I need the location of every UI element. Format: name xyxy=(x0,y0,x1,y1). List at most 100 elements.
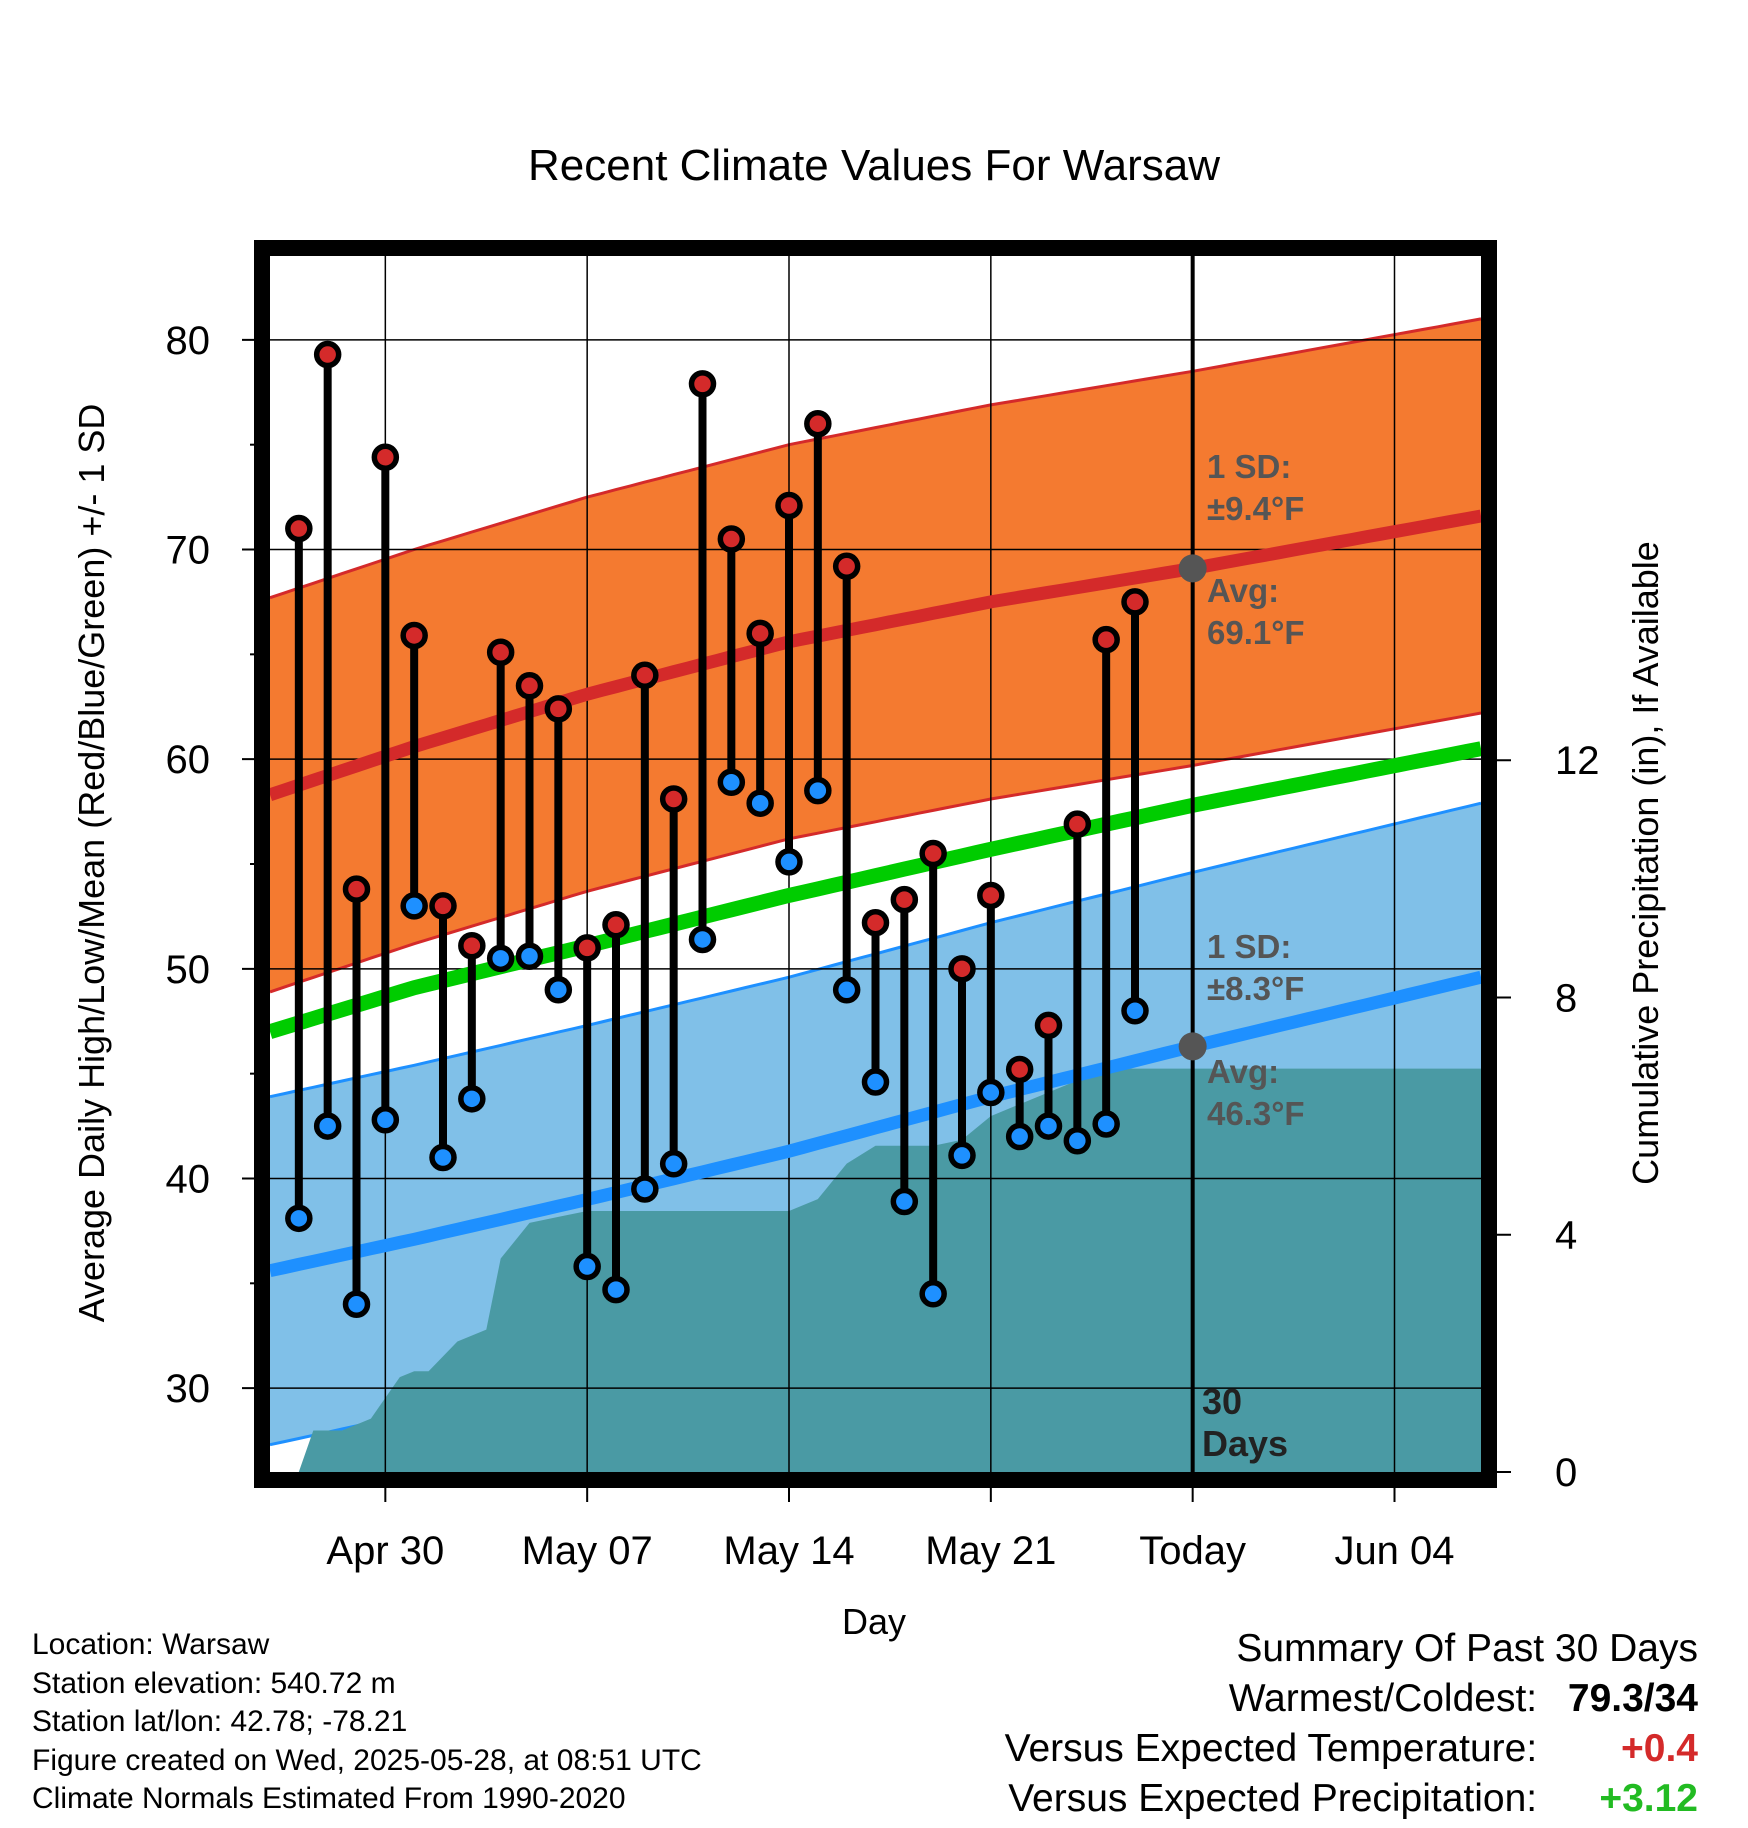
daily-high-marker xyxy=(631,661,659,690)
daily-high-marker xyxy=(544,695,573,723)
daily-low-marker xyxy=(285,1204,313,1233)
y2-tick-label: 4 xyxy=(1555,1214,1577,1258)
plot-area xyxy=(262,248,1489,1480)
y-axis-label: Average Daily High/Low/Mean (Red/Blue/Gr… xyxy=(71,404,112,1323)
days-unit-label: Days xyxy=(1202,1423,1288,1464)
daily-low-marker xyxy=(804,776,832,805)
daily-high-marker xyxy=(429,892,457,920)
normal-high-line xyxy=(267,509,1483,801)
daily-high-marker xyxy=(1063,810,1092,838)
temp-anomaly-label: Versus Expected Temperature: xyxy=(1004,1727,1538,1770)
daily-low-marker xyxy=(919,1280,947,1308)
station-info: Location: Warsaw Station elevation: 540.… xyxy=(32,1626,702,1819)
daily-high-marker xyxy=(832,552,861,581)
high-sd-label: 1 SD: xyxy=(1207,448,1291,485)
high-sd-value: ±9.4°F xyxy=(1207,490,1304,527)
daily-low-marker xyxy=(515,942,544,970)
precip-anomaly-value: +3.12 xyxy=(1599,1777,1698,1820)
daily-low-marker xyxy=(948,1141,976,1170)
daily-high-marker xyxy=(458,932,486,960)
today-low-avg-marker xyxy=(1178,1032,1207,1061)
elevation-text: Station elevation: 540.72 m xyxy=(32,1666,396,1700)
daily-low-marker xyxy=(1121,997,1149,1025)
daily-high-marker xyxy=(400,621,428,650)
daily-low-marker xyxy=(717,768,746,796)
daily-low-marker xyxy=(400,892,428,920)
daily-high-marker xyxy=(688,370,717,398)
daily-high-marker xyxy=(1121,588,1149,616)
high-avg-value: 69.1°F xyxy=(1207,614,1305,651)
daily-high-marker xyxy=(1005,1055,1034,1084)
warm-cold-value: 79.3/34 xyxy=(1567,1677,1698,1720)
daily-low-marker xyxy=(977,1078,1005,1107)
y-tick-label: 70 xyxy=(166,529,211,573)
daily-high-marker xyxy=(919,839,947,868)
daily-high-marker xyxy=(804,409,832,438)
daily-high-marker xyxy=(1092,625,1120,654)
low-avg-value: 46.3°F xyxy=(1207,1095,1305,1132)
daily-low-marker xyxy=(342,1290,371,1319)
y2-tick-label: 8 xyxy=(1555,976,1577,1020)
precip-anomaly-label: Versus Expected Precipitation: xyxy=(1008,1777,1538,1820)
x-tick-label: May 14 xyxy=(723,1529,854,1573)
precipitation-area xyxy=(298,1068,1481,1472)
high-sd-band-fill xyxy=(270,318,1481,992)
y-axis-left: 30 40 50 60 70 80 xyxy=(166,319,262,1411)
location-text: Location: Warsaw xyxy=(32,1628,270,1661)
daily-high-marker xyxy=(948,955,976,983)
daily-low-marker xyxy=(313,1112,342,1140)
x-tick-label: May 21 xyxy=(925,1529,1056,1573)
daily-low-marker xyxy=(486,944,515,973)
daily-low-marker xyxy=(371,1106,400,1134)
x-axis: Apr 30 May 07 May 14 May 21 Today Jun 04 xyxy=(326,1480,1455,1573)
y-tick-label: 60 xyxy=(166,738,211,782)
summary-title: Summary Of Past 30 Days xyxy=(1236,1627,1698,1670)
summary-panel: Summary Of Past 30 Days Warmest/Coldest:… xyxy=(1005,1624,1698,1824)
daily-low-marker xyxy=(429,1143,457,1172)
today-high-avg-marker xyxy=(1178,554,1207,583)
high-sd-band-lower-edge xyxy=(269,711,1482,994)
daily-low-marker xyxy=(659,1150,688,1178)
x-tick-label: Jun 04 xyxy=(1334,1529,1454,1573)
warm-cold-row: Warmest/Coldest: 79.3/34 xyxy=(1005,1674,1698,1724)
daily-high-marker xyxy=(486,638,515,666)
daily-low-marker xyxy=(832,976,861,1004)
today-line-layer xyxy=(1178,248,1207,1480)
latlon-text: Station lat/lon: 42.78; -78.21 xyxy=(32,1705,408,1738)
daily-high-marker xyxy=(717,525,746,553)
daily-high-marker xyxy=(890,885,919,914)
daily-low-marker xyxy=(890,1187,919,1216)
daily-low-marker xyxy=(1034,1112,1063,1140)
daily-high-marker xyxy=(515,672,544,700)
y-tick-label: 40 xyxy=(166,1157,211,1201)
daily-high-marker xyxy=(861,908,890,937)
daily-low-marker xyxy=(573,1252,601,1281)
daily-high-marker xyxy=(371,443,400,472)
daily-high-marker xyxy=(285,514,313,543)
daily-markers xyxy=(285,340,1149,1319)
y-axis-right: 0 4 8 12 xyxy=(1489,739,1600,1495)
daily-high-marker xyxy=(342,875,371,903)
daily-range-stems xyxy=(294,354,1139,1305)
daily-high-marker xyxy=(775,491,803,520)
warm-cold-label: Warmest/Coldest: xyxy=(1228,1677,1538,1720)
cumulative-precip-area xyxy=(298,1068,1481,1472)
high-sd-band-upper-edge xyxy=(269,317,1482,600)
high-avg-label: Avg: xyxy=(1207,572,1279,609)
daily-low-marker xyxy=(1063,1126,1092,1155)
daily-low-marker xyxy=(1092,1110,1120,1138)
y-tick-label: 30 xyxy=(166,1367,211,1411)
y-tick-label: 80 xyxy=(166,319,211,363)
y-tick-label: 50 xyxy=(166,948,211,992)
daily-low-marker xyxy=(631,1175,659,1203)
temp-anomaly-row: Versus Expected Temperature: +0.4 xyxy=(1005,1724,1698,1774)
daily-high-marker xyxy=(977,881,1005,910)
normal-low-line xyxy=(268,970,1483,1278)
daily-low-marker xyxy=(1005,1122,1034,1151)
chart-title: Recent Climate Values For Warsaw xyxy=(528,141,1220,190)
x-tick-label: May 07 xyxy=(522,1529,653,1573)
x-tick-label: Today xyxy=(1139,1529,1246,1573)
low-sd-value: ±8.3°F xyxy=(1207,970,1304,1007)
low-avg-label: Avg: xyxy=(1207,1053,1279,1090)
daily-high-marker xyxy=(602,911,630,939)
